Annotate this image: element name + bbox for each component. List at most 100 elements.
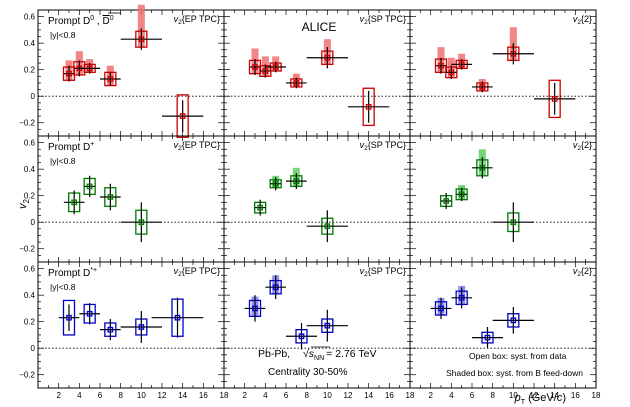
x-tick-label: 16 <box>571 391 580 400</box>
y-tick-label: −0.2 <box>19 245 35 254</box>
marker <box>458 61 465 68</box>
panel-grid: −0.200.20.40.6 v2{EP TPC}Prompt D0 , D0|y… <box>19 4 601 400</box>
x-tick-label: 18 <box>220 391 229 400</box>
y-tick-label: 0 <box>31 218 36 227</box>
marker <box>107 326 114 333</box>
data-point-D0-0-1 <box>73 51 86 77</box>
method-label-v: v <box>360 140 365 150</box>
data-point-D0-0-0 <box>62 60 76 82</box>
method-label-sub: 2 <box>178 271 182 278</box>
marker <box>107 194 114 200</box>
y-tick-label: −0.2 <box>19 119 35 128</box>
method-label-v: v <box>573 266 578 276</box>
marker <box>272 284 279 291</box>
marker <box>86 310 93 317</box>
data-point-D0-1-1 <box>259 56 272 78</box>
method-label-rest: {2} <box>581 266 592 276</box>
data-point-D0-0-4 <box>120 4 162 50</box>
data-point-D0-2-2 <box>451 53 472 70</box>
data-point-Dstar-1-3 <box>306 309 348 342</box>
method-label-v: v <box>174 14 179 24</box>
marker <box>293 80 300 86</box>
y-axis-title-sub: 2 <box>22 198 31 203</box>
method-label: v2{SP TPC} <box>360 140 406 152</box>
method-label-sub: 2 <box>178 145 182 152</box>
y-tick-label: 0 <box>31 344 36 353</box>
species-label-main: Prompt D <box>48 16 90 27</box>
x-tick-label: 8 <box>304 391 309 400</box>
method-label-v: v <box>360 14 365 24</box>
marker <box>365 103 372 110</box>
method-label-v: v <box>360 266 365 276</box>
experiment-label: ALICE <box>302 20 337 34</box>
marker <box>86 65 93 72</box>
marker <box>438 305 444 312</box>
marker <box>138 219 145 226</box>
data-point-Dstar-0-2 <box>100 319 121 341</box>
marker <box>324 322 331 329</box>
data-point-D0-1-3 <box>286 73 307 89</box>
data-point-Dplus-1-2 <box>286 167 307 190</box>
marker <box>438 62 444 69</box>
x-tick-label: 6 <box>284 391 289 400</box>
data-point-Dstar-1-2 <box>286 323 317 350</box>
method-label: v2{EP TPC} <box>174 140 220 152</box>
x-tick-label: 6 <box>98 391 103 400</box>
marker <box>510 317 517 324</box>
marker <box>272 64 279 70</box>
data-point-D0-2-1 <box>445 57 458 79</box>
marker <box>138 324 145 330</box>
method-label: v2{2} <box>573 266 592 278</box>
marker <box>71 199 78 206</box>
x-tick-label: 6 <box>470 391 475 400</box>
collision-system-label: Pb-Pb, <box>258 348 290 360</box>
shaded-box-legend: Shaded box: syst. from B feed-down <box>446 368 583 378</box>
method-label: v2{SP TPC} <box>360 266 406 278</box>
species-label-bar-sup: 0 <box>110 15 114 22</box>
data-point-Dplus-1-0 <box>254 199 267 216</box>
x-axis-title-sub: T <box>521 399 526 406</box>
x-axis-title-unit: (GeV/ <box>525 392 558 404</box>
y-tick-label: 0.2 <box>24 192 36 201</box>
data-point-D0-2-0 <box>434 47 448 74</box>
method-label-v: v <box>174 266 179 276</box>
marker <box>66 70 72 77</box>
y-tick-label: 0.2 <box>24 66 36 75</box>
y-tick-label: −0.2 <box>19 371 35 380</box>
species-label: Prompt D+ <box>48 141 94 153</box>
marker <box>324 223 331 230</box>
species-label-sup: + <box>90 141 94 148</box>
marker <box>66 314 72 321</box>
method-label-sub: 2 <box>364 19 368 26</box>
marker <box>298 333 305 340</box>
species-label-main: Prompt D <box>48 268 90 279</box>
marker <box>107 76 114 82</box>
panel-frame <box>223 135 411 263</box>
panel-D0-0: −0.200.20.40.6 v2{EP TPC}Prompt D0 , D0|y… <box>19 4 225 138</box>
x-tick-label: 2 <box>242 391 247 400</box>
x-tick-label: 18 <box>592 391 601 400</box>
method-label: v2{EP TPC} <box>174 14 220 26</box>
x-axis-title-main: p <box>514 392 521 404</box>
data-point-Dplus-0-0 <box>63 190 85 215</box>
method-label-v: v <box>573 14 578 24</box>
data-point-Dplus-0-2 <box>100 183 121 211</box>
method-label: v2{EP TPC} <box>174 266 220 278</box>
data-point-Dplus-2-2 <box>472 149 493 179</box>
energy-label: = 2.76 TeV <box>326 348 376 360</box>
x-tick-label: 8 <box>490 391 495 400</box>
x-tick-label: 12 <box>158 391 167 400</box>
svg-text:Pb-Pb,: Pb-Pb, <box>258 348 290 360</box>
x-tick-label: 12 <box>344 391 353 400</box>
method-label-rest: {2} <box>581 140 592 150</box>
method-label-sub: 2 <box>577 145 581 152</box>
marker <box>479 164 486 171</box>
species-label-sup: *+ <box>90 267 97 274</box>
data-point-D0-0-2 <box>79 59 100 74</box>
x-tick-label: 14 <box>364 391 373 400</box>
data-point-D0-0-5 <box>162 94 204 138</box>
x-tick-label: 18 <box>406 391 415 400</box>
method-label-sub: 2 <box>577 271 581 278</box>
sqrt-s-label: s <box>309 348 315 360</box>
